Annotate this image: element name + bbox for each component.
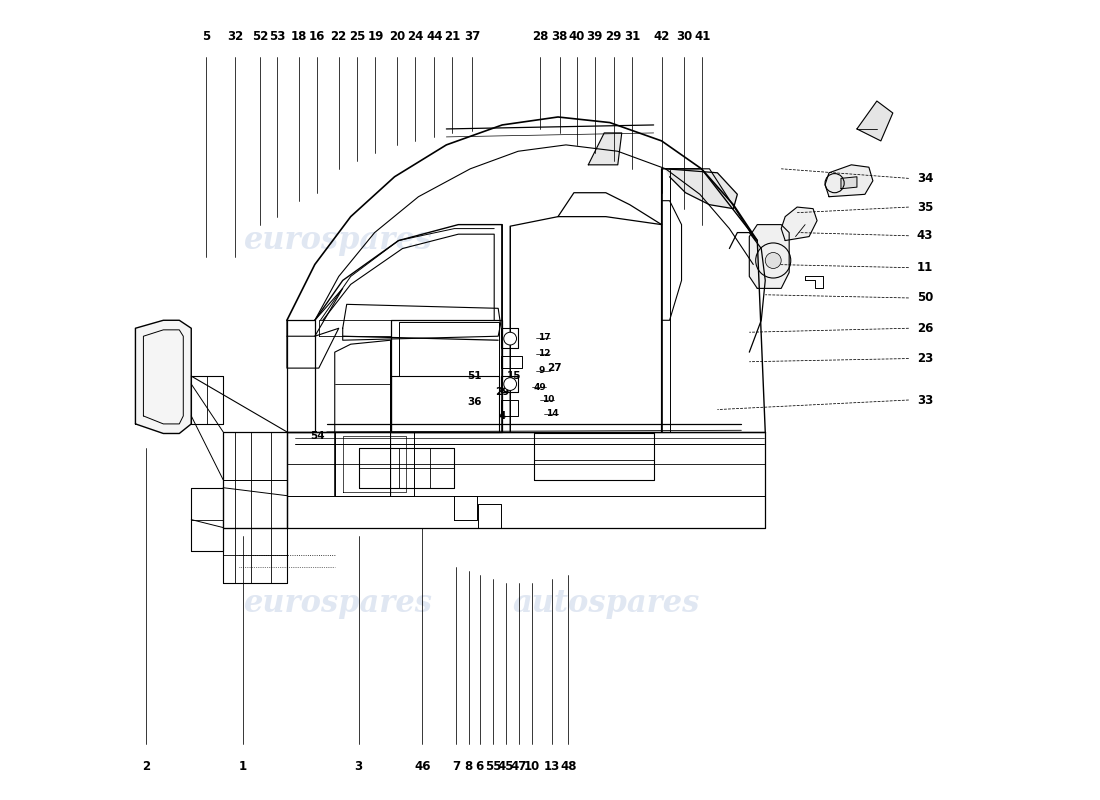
Text: 31: 31 — [624, 30, 640, 43]
Text: 38: 38 — [551, 30, 568, 43]
Text: 12: 12 — [538, 350, 550, 358]
Text: 55: 55 — [485, 760, 502, 774]
Text: 37: 37 — [464, 30, 480, 43]
Text: 11: 11 — [916, 261, 933, 274]
Polygon shape — [749, 225, 789, 288]
Text: 30: 30 — [675, 30, 692, 43]
Text: eurospares: eurospares — [244, 225, 433, 256]
Text: 33: 33 — [916, 394, 933, 406]
Text: 26: 26 — [916, 322, 933, 334]
Text: 50: 50 — [916, 291, 933, 305]
Text: 4: 4 — [498, 411, 506, 421]
Polygon shape — [842, 177, 857, 189]
Text: 6: 6 — [475, 760, 484, 774]
Text: 36: 36 — [468, 397, 482, 406]
Text: 29: 29 — [495, 387, 509, 397]
Text: 20: 20 — [388, 30, 405, 43]
Text: 54: 54 — [310, 431, 324, 441]
Text: 29: 29 — [606, 30, 621, 43]
Text: 51: 51 — [468, 371, 482, 381]
Circle shape — [504, 378, 517, 390]
Text: 9: 9 — [538, 366, 544, 375]
Polygon shape — [781, 207, 817, 241]
Polygon shape — [825, 165, 873, 197]
Text: 13: 13 — [543, 760, 560, 774]
Text: 43: 43 — [916, 230, 933, 242]
Text: 52: 52 — [252, 30, 268, 43]
Text: 10: 10 — [524, 760, 540, 774]
Text: 27: 27 — [547, 363, 561, 373]
Text: 8: 8 — [464, 760, 473, 774]
Text: 17: 17 — [538, 334, 551, 342]
Text: 49: 49 — [535, 382, 547, 392]
Text: 16: 16 — [309, 30, 326, 43]
Polygon shape — [135, 320, 191, 434]
Text: 34: 34 — [916, 172, 933, 185]
Text: autospares: autospares — [513, 588, 700, 618]
Text: 1: 1 — [239, 760, 248, 774]
Polygon shape — [666, 169, 737, 209]
Text: eurospares: eurospares — [244, 588, 433, 618]
Text: 45: 45 — [498, 760, 515, 774]
Text: 23: 23 — [916, 352, 933, 365]
Text: 14: 14 — [546, 409, 559, 418]
Text: 7: 7 — [452, 760, 460, 774]
Text: 10: 10 — [542, 395, 554, 405]
Text: 22: 22 — [331, 30, 346, 43]
Text: 47: 47 — [510, 760, 527, 774]
Text: 35: 35 — [916, 201, 933, 214]
Circle shape — [504, 332, 517, 345]
Text: 15: 15 — [507, 371, 521, 381]
Text: 44: 44 — [426, 30, 442, 43]
Text: 18: 18 — [290, 30, 307, 43]
Text: 21: 21 — [443, 30, 460, 43]
Text: 2: 2 — [142, 760, 150, 774]
Text: 32: 32 — [227, 30, 243, 43]
Circle shape — [766, 253, 781, 269]
Text: 19: 19 — [367, 30, 384, 43]
Text: 40: 40 — [569, 30, 585, 43]
Text: 25: 25 — [349, 30, 365, 43]
Polygon shape — [588, 133, 621, 165]
Text: 24: 24 — [407, 30, 424, 43]
Text: 5: 5 — [202, 30, 210, 43]
Text: 53: 53 — [270, 30, 286, 43]
Polygon shape — [857, 101, 893, 141]
Text: 42: 42 — [653, 30, 670, 43]
Text: 39: 39 — [586, 30, 603, 43]
Text: 41: 41 — [694, 30, 711, 43]
Text: 3: 3 — [354, 760, 363, 774]
Text: 48: 48 — [560, 760, 576, 774]
Text: 28: 28 — [532, 30, 549, 43]
Text: 46: 46 — [415, 760, 431, 774]
